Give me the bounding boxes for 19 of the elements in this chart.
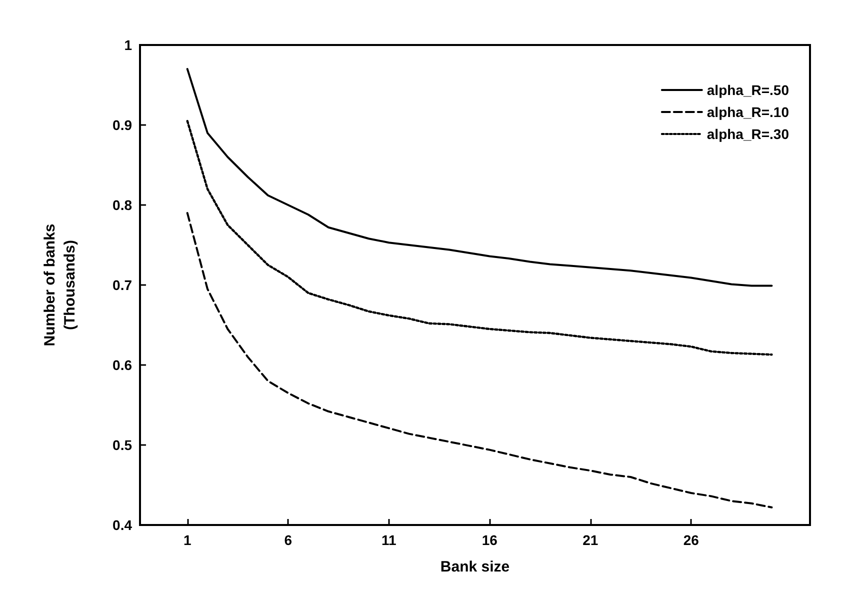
y-tick-label: 1	[124, 37, 132, 53]
legend-label: alpha_R=.30	[706, 126, 790, 142]
legend-label: alpha_R=.50	[706, 82, 790, 98]
y-tick-label: 0.4	[112, 517, 132, 533]
y-tick-label: 0.5	[112, 437, 132, 453]
x-tick-label: 6	[284, 532, 292, 548]
x-tick-label: 1	[183, 532, 192, 548]
y-tick-label: 0.6	[112, 357, 132, 373]
x-tick-label: 26	[683, 532, 700, 548]
y-tick-label: 0.7	[112, 277, 132, 293]
x-tick-label: 21	[582, 532, 598, 548]
y-tick-label: 0.9	[112, 117, 132, 133]
legend-label: alpha_R=.10	[706, 104, 790, 120]
x-tick-label: 11	[381, 532, 396, 548]
y-tick-label: 0.8	[112, 197, 132, 213]
line-series	[186, 212, 773, 508]
x-axis-title: Bank size	[440, 558, 510, 576]
y-axis-title: Number of banks (Thousands)	[42, 224, 78, 346]
x-tick-label: 16	[482, 532, 498, 548]
